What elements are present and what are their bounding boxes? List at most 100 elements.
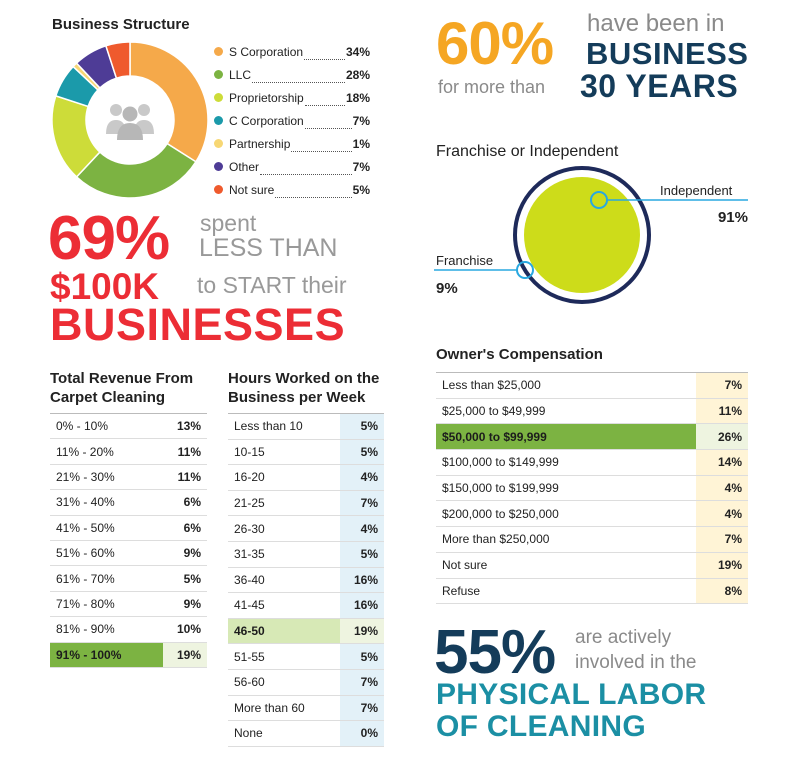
row-label: 91% - 100% bbox=[50, 642, 163, 667]
stat-69-line1: spent bbox=[200, 210, 257, 236]
row-label: $150,000 to $199,999 bbox=[442, 481, 559, 496]
row-value: 7% bbox=[696, 373, 748, 398]
row-value: 4% bbox=[340, 465, 384, 490]
table-row: 51% - 60% 9% bbox=[50, 541, 207, 567]
people-icon bbox=[106, 104, 154, 140]
row-label: 26-30 bbox=[234, 521, 265, 536]
row-label: $50,000 to $99,999 bbox=[436, 424, 696, 450]
table-row: 10-15 5% bbox=[228, 439, 384, 466]
donut-slice-s-corporation bbox=[129, 41, 209, 163]
row-value: 5% bbox=[340, 644, 384, 669]
table-row: $150,000 to $199,999 4% bbox=[436, 475, 748, 502]
stat-69-line4: to START their bbox=[197, 272, 347, 298]
row-value: 14% bbox=[696, 450, 748, 475]
hours-table: Less than 10 5% 10-15 5% 16-20 4% 21-25 7% 26-30… bbox=[228, 413, 384, 747]
row-label: $200,000 to $250,000 bbox=[442, 506, 559, 521]
legend-label: C Corporation bbox=[229, 113, 304, 128]
legend-color-dot bbox=[214, 93, 223, 102]
row-label: 16-20 bbox=[234, 470, 265, 485]
revenue-table: 0% - 10% 13% 11% - 20% 11% 21% - 30% 11% 31% -… bbox=[50, 413, 207, 668]
legend-item: S Corporation 34% bbox=[214, 40, 370, 63]
compensation-title: Owner's Compensation bbox=[436, 346, 603, 363]
legend-label: Partnership bbox=[229, 136, 291, 151]
row-value: 6% bbox=[183, 495, 201, 510]
legend-value: 28% bbox=[345, 67, 370, 82]
row-value: 11% bbox=[177, 469, 201, 484]
row-label: 61% - 70% bbox=[56, 571, 115, 586]
legend-value: 7% bbox=[352, 159, 370, 174]
legend-color-dot bbox=[214, 47, 223, 56]
table-row: None 0% bbox=[228, 721, 384, 747]
table-row: 16-20 4% bbox=[228, 465, 384, 491]
table-row: 11% - 20% 11% bbox=[50, 439, 207, 465]
legend-item: Other 7% bbox=[214, 155, 370, 178]
business-structure-legend: S Corporation 34% LLC 28% Proprietorship 18% C… bbox=[214, 40, 370, 201]
row-label: Refuse bbox=[442, 583, 481, 598]
table-row: 56-60 7% bbox=[228, 669, 384, 696]
independent-value: 91% bbox=[718, 209, 748, 226]
revenue-title-line1: Total Revenue From bbox=[50, 370, 194, 387]
row-label: None bbox=[234, 726, 263, 741]
row-label: 46-50 bbox=[228, 618, 340, 644]
legend-color-dot bbox=[214, 70, 223, 79]
stat-69-percent: 69% bbox=[48, 204, 170, 273]
row-value: 4% bbox=[696, 475, 748, 501]
row-label: 51-55 bbox=[234, 649, 265, 664]
legend-leader bbox=[252, 82, 345, 83]
row-label: 10-15 bbox=[234, 444, 265, 459]
legend-leader bbox=[304, 105, 345, 106]
row-label: $25,000 to $49,999 bbox=[442, 404, 546, 419]
independent-circle bbox=[524, 177, 640, 293]
franchise-value: 9% bbox=[436, 280, 458, 297]
table-row: More than 60 7% bbox=[228, 695, 384, 722]
compensation-table: Less than $25,000 7% $25,000 to $49,999 11%… bbox=[436, 372, 748, 605]
legend-label: Other bbox=[229, 159, 260, 174]
stat-69-line5: BUSINESSES bbox=[50, 299, 346, 350]
stat-60-percent: 60% bbox=[436, 10, 554, 77]
table-row: $200,000 to $250,000 4% bbox=[436, 501, 748, 528]
franchise-chart: Independent 91% Franchise 9% bbox=[434, 166, 748, 304]
stat-69-line2: LESS THAN bbox=[199, 234, 338, 262]
stat-69-line3: $100K bbox=[50, 266, 160, 307]
row-label: Not sure bbox=[442, 558, 488, 573]
legend-label: S Corporation bbox=[229, 44, 304, 59]
table-row: Less than 10 5% bbox=[228, 414, 384, 440]
stat-60-line1: have been in bbox=[587, 10, 725, 37]
row-value: 10% bbox=[176, 622, 201, 637]
legend-leader bbox=[260, 174, 352, 175]
row-label: 41-45 bbox=[234, 598, 265, 613]
table-row: Not sure 19% bbox=[436, 552, 748, 579]
table-row: 61% - 70% 5% bbox=[50, 566, 207, 592]
legend-label: Not sure bbox=[229, 182, 275, 197]
table-row: $50,000 to $99,999 26% bbox=[436, 424, 748, 451]
legend-item: C Corporation 7% bbox=[214, 109, 370, 132]
table-row: 31-35 5% bbox=[228, 541, 384, 568]
business-structure-donut bbox=[51, 41, 209, 199]
table-row: 71% - 80% 9% bbox=[50, 592, 207, 618]
legend-leader bbox=[291, 151, 352, 152]
legend-leader bbox=[304, 128, 352, 129]
hours-title-line1: Hours Worked on the bbox=[228, 370, 380, 387]
row-value: 5% bbox=[183, 571, 201, 586]
table-row: 0% - 10% 13% bbox=[50, 414, 207, 440]
row-value: 5% bbox=[340, 414, 384, 439]
franchise-label: Franchise bbox=[436, 253, 493, 268]
row-value: 7% bbox=[696, 527, 748, 552]
legend-value: 1% bbox=[352, 136, 370, 151]
row-label: 71% - 80% bbox=[56, 596, 115, 611]
row-value: 7% bbox=[340, 695, 384, 721]
hours-title: Hours Worked on the Business per Week bbox=[228, 369, 408, 407]
stat-55-line3: PHYSICAL LABOR bbox=[436, 678, 707, 711]
row-value: 7% bbox=[340, 669, 384, 695]
row-label: 21% - 30% bbox=[56, 469, 115, 484]
legend-value: 5% bbox=[352, 182, 370, 197]
legend-leader bbox=[304, 59, 345, 60]
row-label: 81% - 90% bbox=[56, 622, 115, 637]
stat-55-line4: OF CLEANING bbox=[436, 710, 646, 743]
legend-leader bbox=[275, 197, 352, 198]
row-value: 26% bbox=[696, 424, 748, 450]
revenue-title-line2: Carpet Cleaning bbox=[50, 389, 166, 406]
row-value: 13% bbox=[176, 419, 201, 434]
legend-label: LLC bbox=[229, 67, 252, 82]
row-value: 4% bbox=[340, 516, 384, 541]
